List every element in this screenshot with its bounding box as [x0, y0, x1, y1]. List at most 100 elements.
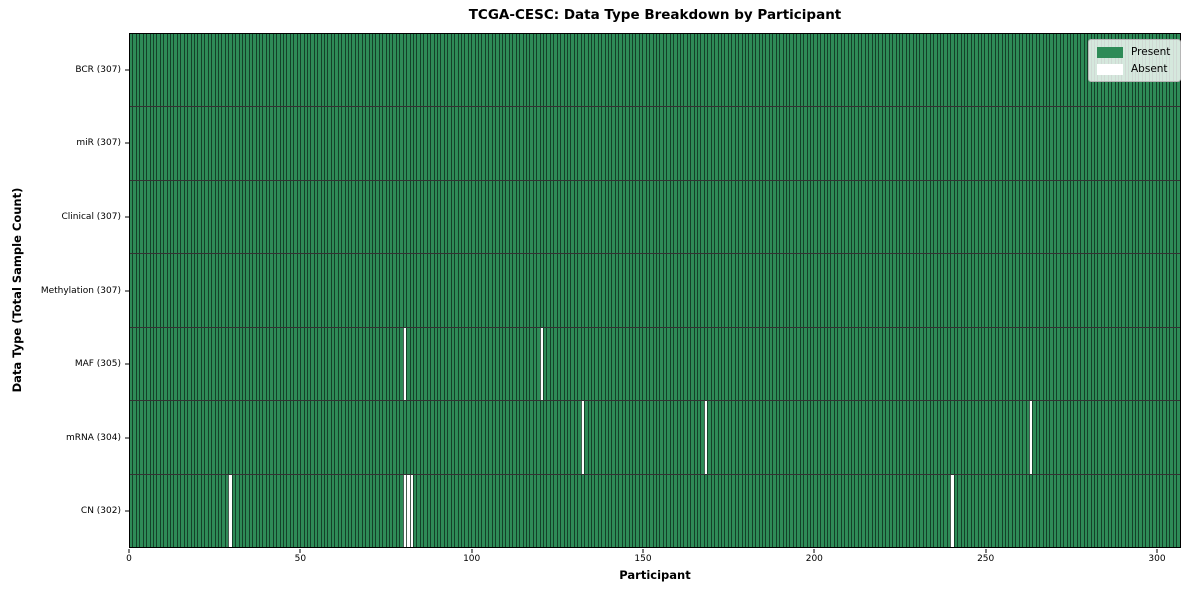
heatmap-cell [604, 107, 609, 180]
heatmap-cell [152, 327, 157, 401]
heatmap-cell [655, 401, 660, 474]
heatmap-cell [625, 180, 629, 254]
heatmap-cell [878, 474, 882, 547]
heatmap-cell [895, 107, 899, 180]
heatmap-cell [874, 34, 879, 107]
heatmap-cell [703, 34, 708, 107]
heatmap-cell [813, 401, 817, 474]
heatmap-cell [645, 474, 650, 547]
heatmap-cell [632, 180, 636, 254]
heatmap-cell [238, 180, 242, 254]
heatmap-cell [385, 327, 390, 401]
heatmap-cell [857, 107, 862, 180]
heatmap-cell [354, 401, 359, 474]
heatmap-cell [317, 180, 321, 254]
heatmap-cell [365, 107, 369, 180]
heatmap-cell [1070, 107, 1074, 180]
heatmap-cell [501, 107, 506, 180]
heatmap-cell [337, 180, 342, 254]
heatmap-row-mrna [130, 400, 1180, 474]
heatmap-cell [515, 34, 520, 107]
heatmap-cell [748, 180, 752, 254]
heatmap-cell [303, 254, 307, 327]
heatmap-cell [830, 327, 834, 401]
heatmap-cell [683, 474, 687, 547]
heatmap-cell [259, 474, 263, 547]
heatmap-cell [584, 401, 588, 474]
heatmap-cell [789, 107, 793, 180]
heatmap-cell [200, 327, 205, 401]
heatmap-cell [977, 401, 982, 474]
heatmap-cell [187, 107, 191, 180]
heatmap-cell [1001, 254, 1005, 327]
heatmap-cell [419, 474, 424, 547]
heatmap-cell [478, 107, 482, 180]
heatmap-cell [1114, 401, 1118, 474]
heatmap-cell [1039, 327, 1043, 401]
heatmap-cell [676, 401, 680, 474]
legend-swatch-absent [1097, 63, 1123, 75]
heatmap-cell [1155, 254, 1159, 327]
heatmap-cell [823, 34, 828, 107]
heatmap-cell [132, 327, 136, 401]
heatmap-cell [799, 254, 804, 327]
heatmap-cell [1049, 327, 1053, 401]
heatmap-cell [1169, 327, 1173, 401]
heatmap-cell [1063, 107, 1067, 180]
heatmap-cell [413, 180, 417, 254]
heatmap-cell [248, 254, 253, 327]
heatmap-cell [847, 327, 852, 401]
heatmap-cell [320, 474, 325, 547]
heatmap-cell [813, 107, 817, 180]
heatmap-cell [618, 474, 622, 547]
heatmap-cell [539, 474, 544, 547]
heatmap-cell [779, 401, 783, 474]
heatmap-cell [1049, 254, 1053, 327]
heatmap-cell [570, 34, 574, 107]
heatmap-cell [1083, 34, 1088, 107]
heatmap-cell [577, 34, 581, 107]
heatmap-cell [724, 474, 728, 547]
heatmap-cell [1124, 107, 1129, 180]
heatmap-cell [864, 180, 869, 254]
heatmap-cell [673, 254, 677, 327]
heatmap-cell [854, 180, 858, 254]
heatmap-cell [994, 474, 999, 547]
chart-title: TCGA-CESC: Data Type Breakdown by Partic… [468, 7, 842, 23]
heatmap-cell [426, 34, 431, 107]
heatmap-cell [1076, 401, 1081, 474]
heatmap-cell [662, 180, 667, 254]
heatmap-cell [330, 401, 335, 474]
heatmap-cell [303, 34, 307, 107]
heatmap-cell [909, 327, 913, 401]
heatmap-cell [529, 401, 533, 474]
heatmap-cell [714, 34, 718, 107]
heatmap-cell [679, 474, 684, 547]
heatmap-cell [847, 34, 852, 107]
heatmap-cell [738, 474, 742, 547]
heatmap-cell [200, 34, 205, 107]
heatmap-cell [1001, 107, 1005, 180]
heatmap-cell [207, 107, 212, 180]
heatmap-cell [861, 401, 865, 474]
heatmap-cell [1176, 180, 1180, 254]
y-tick-mark [125, 69, 129, 71]
heatmap-cell [166, 254, 171, 327]
heatmap-cell [135, 401, 140, 474]
heatmap-cell [563, 254, 567, 327]
y-tick-label-maf: MAF (305) [74, 359, 121, 370]
heatmap-cell [406, 34, 410, 107]
heatmap-cell [912, 474, 917, 547]
heatmap-cell [851, 401, 855, 474]
heatmap-cell [697, 107, 701, 180]
heatmap-cell [163, 254, 167, 327]
heatmap-cell [604, 34, 609, 107]
heatmap-cell [679, 107, 684, 180]
heatmap-cell [341, 180, 345, 254]
heatmap-cell [170, 474, 174, 547]
heatmap-cell [344, 34, 348, 107]
heatmap-cell [1028, 107, 1033, 180]
heatmap-cell [618, 107, 622, 180]
heatmap-cell [1022, 107, 1026, 180]
heatmap-cell [779, 107, 783, 180]
